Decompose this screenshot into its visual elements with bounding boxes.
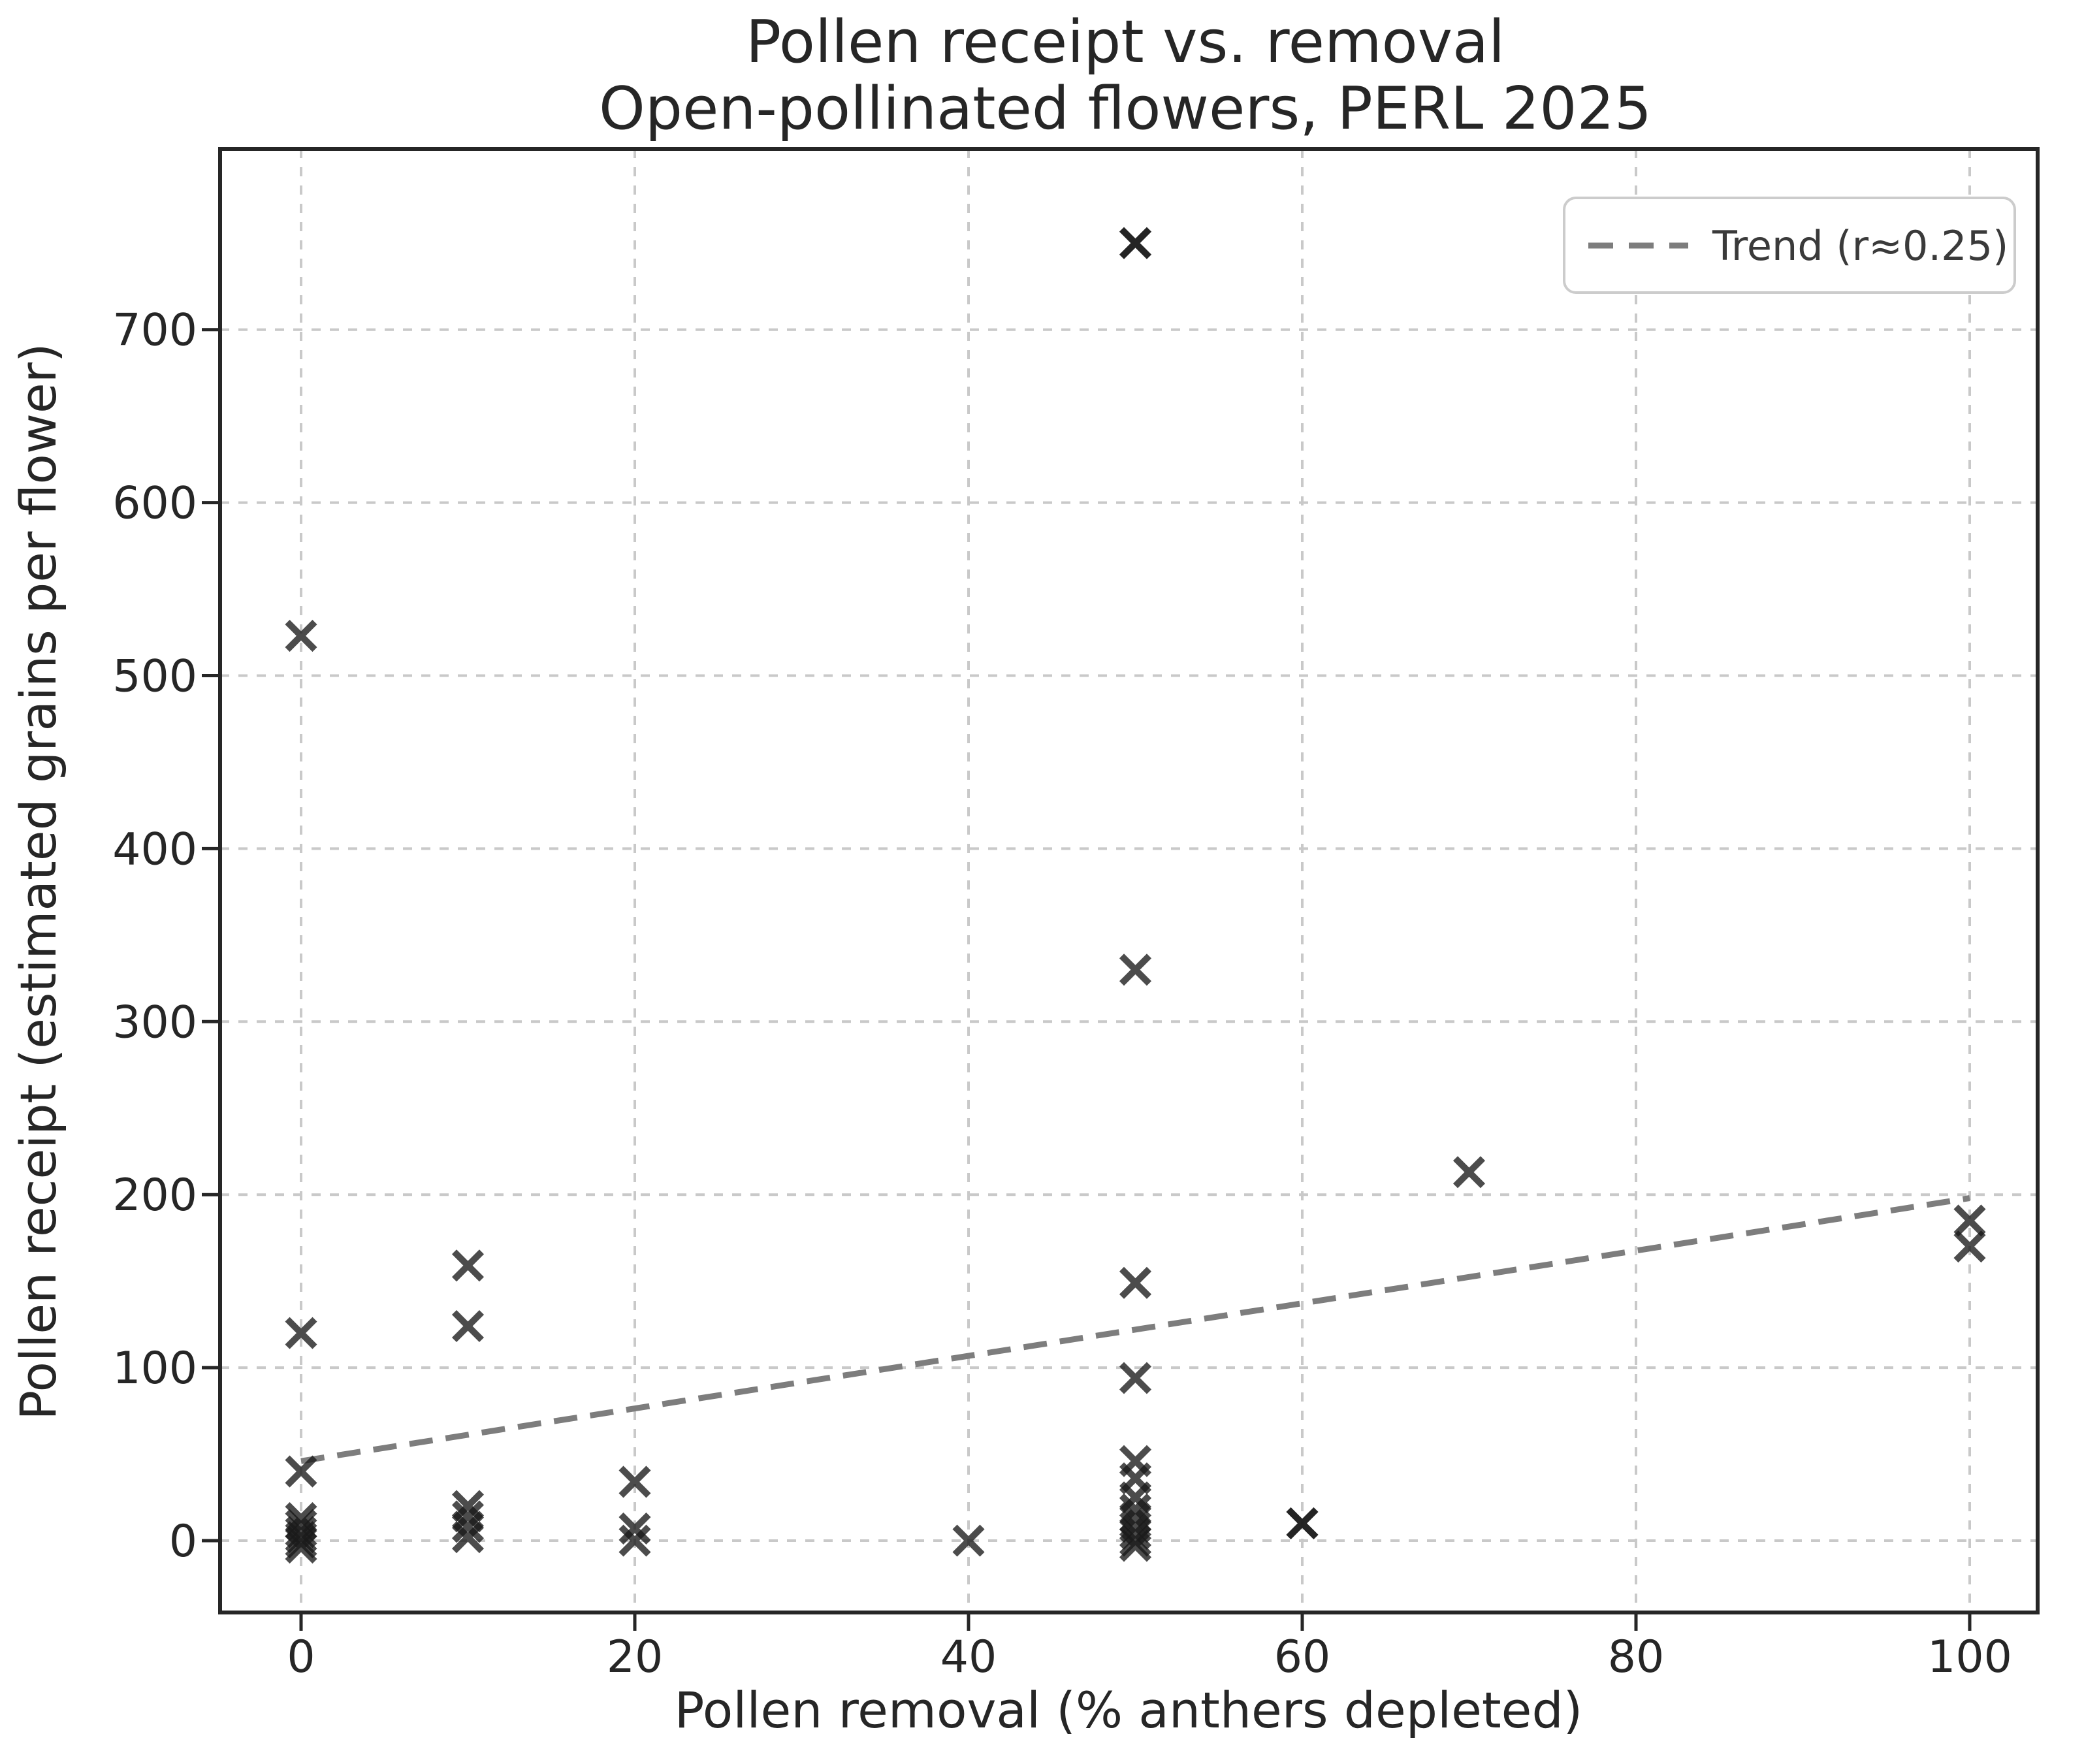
data-point-marker [1119, 954, 1152, 986]
axis-ticks [202, 328, 1972, 1631]
y-tick-label: 0 [169, 1516, 197, 1567]
x-axis-label: Pollen removal (% anthers depleted) [675, 1681, 1583, 1739]
data-point-marker [1953, 1230, 1986, 1263]
y-tick-label: 700 [112, 305, 197, 357]
data-point-marker [285, 1521, 317, 1554]
data-point-marker [952, 1524, 985, 1557]
y-tick-label: 500 [112, 651, 197, 703]
y-axis-label: Pollen receipt (estimated grains per flo… [9, 343, 67, 1420]
data-point-marker [285, 1531, 317, 1564]
data-point-marker [285, 1526, 317, 1559]
legend: Trend (r≈0.25) [1563, 197, 2016, 294]
data-point-marker [1119, 1266, 1152, 1299]
data-point-marker [1452, 1156, 1486, 1189]
x-tick-label: 0 [287, 1631, 315, 1683]
gridlines [220, 149, 2038, 1612]
scatter-points [285, 227, 1986, 1564]
data-point-marker [451, 1511, 485, 1543]
y-tick-label: 100 [112, 1343, 197, 1394]
data-point-marker [285, 1317, 317, 1349]
data-point-marker [451, 1521, 485, 1554]
chart-title-line2: Open-pollinated flowers, PERL 2025 [599, 74, 1652, 143]
x-tick-label: 20 [607, 1631, 664, 1683]
y-tick-label: 600 [112, 478, 197, 530]
trend-line [300, 1195, 1970, 1464]
y-tick-label: 300 [112, 997, 197, 1048]
data-point-marker [618, 1512, 651, 1545]
plot-border [218, 147, 2040, 1614]
x-tick-label: 80 [1608, 1631, 1665, 1683]
data-point-marker [1119, 1530, 1152, 1562]
legend-label: Trend (r≈0.25) [1712, 222, 2008, 270]
data-point-marker [1119, 1524, 1152, 1557]
data-point-marker [1119, 227, 1152, 259]
x-tick-label: 40 [940, 1631, 997, 1683]
trend-line-group [300, 1195, 1970, 1464]
chart-title-line1: Pollen receipt vs. removal [746, 8, 1505, 76]
data-point-marker [1286, 1507, 1319, 1540]
data-point-marker [1119, 1362, 1152, 1394]
y-tick-label: 400 [112, 824, 197, 875]
y-tick-label: 200 [112, 1170, 197, 1221]
legend-box [1563, 197, 2016, 294]
data-point-marker [1953, 1204, 1986, 1237]
data-point-marker [618, 1466, 651, 1498]
x-tick-label: 100 [1927, 1631, 2012, 1683]
data-point-marker [618, 1524, 651, 1557]
tick-labels: 0 20 40 60 80 100 0 100 200 300 400 500 600 700 [112, 305, 2012, 1683]
data-point-marker [1119, 1517, 1152, 1550]
x-tick-label: 60 [1274, 1631, 1331, 1683]
data-point-marker [285, 620, 317, 652]
data-point-marker [451, 1309, 485, 1343]
data-point-marker [451, 1249, 485, 1282]
data-point-marker [285, 1455, 317, 1488]
